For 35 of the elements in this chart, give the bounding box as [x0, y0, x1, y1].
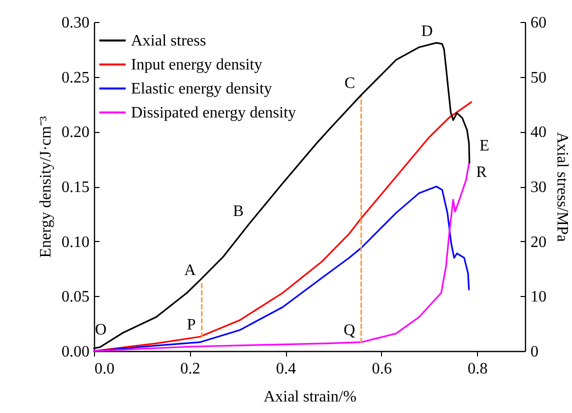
legend-label: Axial stress [131, 32, 206, 50]
y2-tick-label: 10 [530, 288, 546, 306]
y2-tick-label: 20 [530, 234, 546, 251]
annotation: R [476, 164, 488, 181]
y-tick-label: 0.30 [62, 14, 90, 32]
x-tick-label: 0.0 [94, 360, 114, 378]
x-tick-label: 0.2 [180, 360, 200, 378]
annotation: Q [344, 322, 356, 340]
y-tick-label: 0.20 [62, 124, 90, 142]
y2-tick-label: 30 [530, 179, 546, 196]
x-axis-title: Axial strain/% [264, 388, 356, 406]
y2-axis-title: Axial stress/MPa [554, 132, 570, 242]
legend-label: Input energy density [131, 56, 262, 74]
annotation: B [232, 203, 244, 220]
y2-tick-label: 50 [530, 69, 546, 86]
y-tick-label: 0.15 [62, 179, 90, 196]
y2-tick-label: 0 [530, 344, 538, 360]
annotation: A [184, 262, 196, 279]
y-tick-label: 0.00 [62, 344, 90, 360]
x-tick-label: 0.8 [468, 360, 488, 378]
annotation: C [344, 74, 356, 92]
legend-label: Dissipated energy density [131, 104, 296, 122]
y2-tick-label: 60 [530, 14, 546, 32]
legend-label: Elastic energy density [131, 80, 272, 98]
x-tick-label: 0.6 [372, 360, 392, 378]
y-axis-title: Energy density/J·cm⁻³ [38, 116, 54, 258]
annotation: O [95, 321, 107, 338]
y-tick-label: 0.25 [62, 69, 90, 86]
annotation: D [421, 22, 433, 40]
y-tick-label: 0.10 [62, 234, 90, 251]
x-tick-label: 0.4 [276, 360, 296, 378]
annotation: P [186, 316, 196, 334]
y2-tick-label: 40 [530, 124, 546, 142]
annotation: E [479, 138, 490, 155]
y-tick-label: 0.05 [62, 288, 90, 306]
